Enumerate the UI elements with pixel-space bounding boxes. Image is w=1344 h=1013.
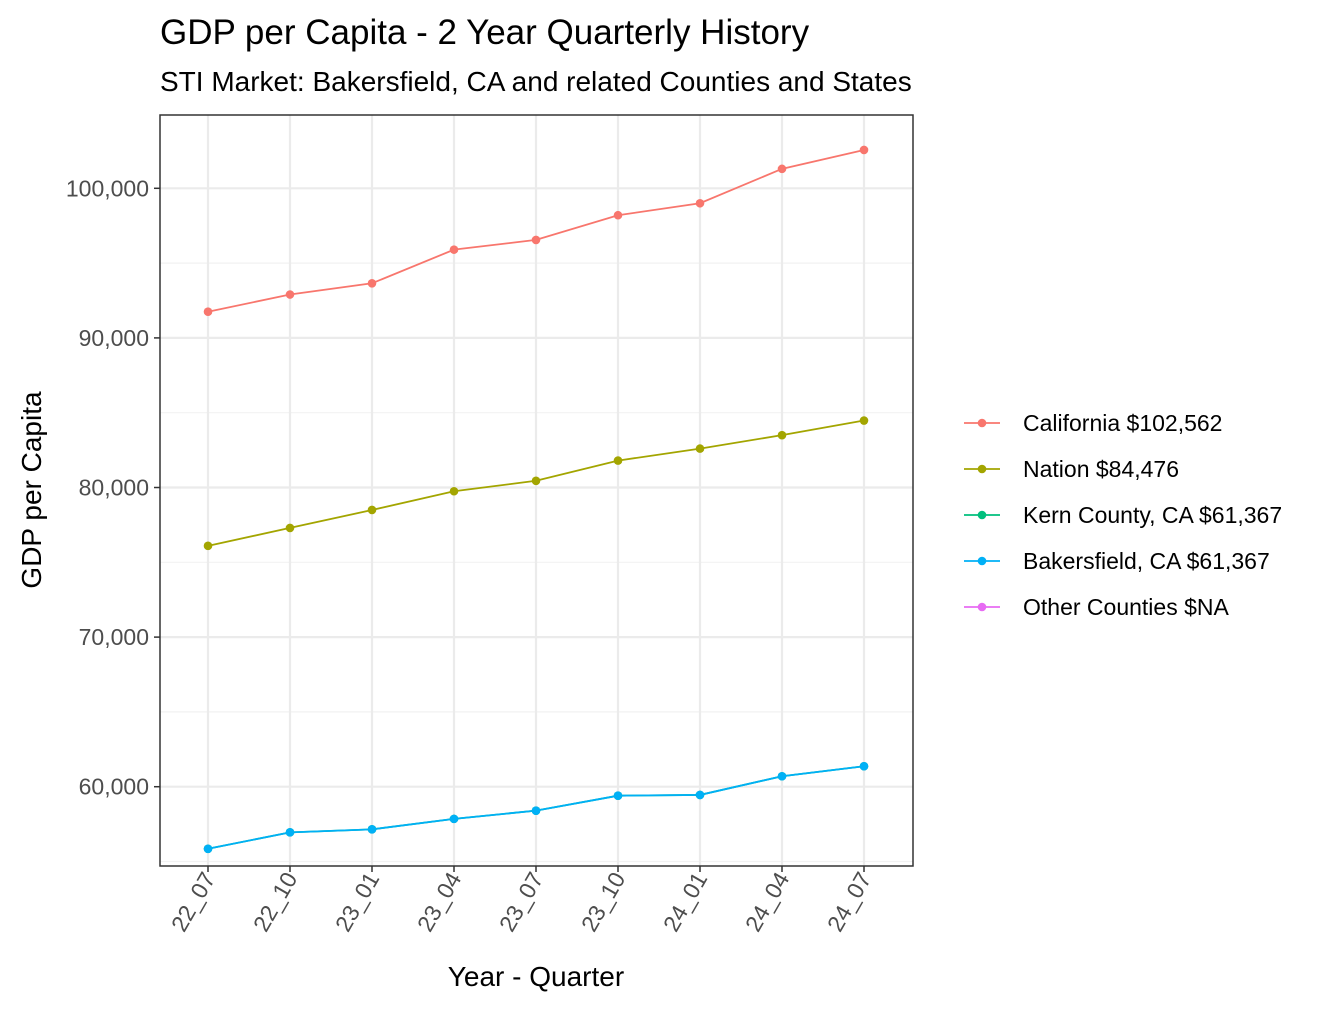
- x-axis-title: Year - Quarter: [448, 961, 624, 992]
- y-tick-label: 80,000: [79, 475, 149, 501]
- x-tick-label: 23_04: [412, 867, 467, 936]
- y-tick-label: 60,000: [79, 774, 149, 800]
- data-point: [859, 416, 869, 425]
- x-tick-label: 22_07: [166, 868, 221, 936]
- data-point: [777, 164, 787, 174]
- x-tick-label: 23_10: [576, 868, 631, 936]
- data-point: [285, 828, 295, 837]
- data-point: [449, 486, 459, 496]
- series-points: [203, 145, 869, 854]
- data-point: [777, 771, 787, 781]
- data-point: [367, 825, 377, 834]
- data-point: [695, 790, 705, 800]
- x-tick-label: 24_01: [658, 868, 713, 936]
- data-point: [859, 145, 869, 155]
- data-point: [531, 476, 541, 486]
- y-tick-label: 90,000: [79, 325, 149, 351]
- data-point: [695, 444, 705, 453]
- x-tick-label: 24_04: [740, 867, 795, 936]
- legend-label: Nation $84,476: [1023, 456, 1179, 482]
- y-tick-label: 100,000: [66, 175, 149, 201]
- legend-key-point: [977, 418, 987, 428]
- legend-key-point: [977, 602, 987, 612]
- x-tick-label: 24_07: [822, 868, 877, 936]
- x-tick-label: 22_10: [248, 868, 303, 936]
- data-point: [531, 806, 541, 815]
- legend-label: Bakersfield, CA $61,367: [1023, 548, 1270, 574]
- data-point: [203, 307, 213, 317]
- x-tick-label: 23_07: [494, 868, 549, 936]
- data-point: [613, 210, 623, 220]
- data-point: [531, 235, 541, 245]
- data-point: [285, 290, 295, 299]
- legend-label: California $102,562: [1023, 410, 1222, 436]
- legend-label: Kern County, CA $61,367: [1023, 502, 1282, 528]
- legend-key-point: [977, 464, 987, 474]
- data-point: [285, 523, 295, 533]
- y-tick-label: 70,000: [79, 624, 149, 650]
- data-point: [777, 430, 787, 440]
- legend: California $102,562 Nation $84,476 Kern Co…: [964, 410, 1282, 620]
- data-point: [449, 814, 459, 824]
- chart-title: GDP per Capita - 2 Year Quarterly Histor…: [160, 13, 810, 52]
- legend-label: Other Counties $NA: [1023, 594, 1229, 620]
- data-point: [695, 198, 705, 208]
- data-point: [613, 456, 623, 465]
- chart-subtitle: STI Market: Bakersfield, CA and related …: [160, 66, 912, 97]
- legend-key-point: [977, 556, 987, 566]
- axes: 60,000 70,000 80,000 90,000 100,000 22_07 22_1…: [66, 175, 876, 936]
- data-point: [449, 245, 459, 254]
- data-point: [367, 505, 377, 515]
- data-point: [367, 279, 377, 288]
- data-point: [859, 761, 869, 771]
- grid-lines: [160, 115, 913, 866]
- data-point: [203, 541, 213, 551]
- x-tick-label: 23_01: [330, 868, 385, 936]
- data-point: [613, 791, 623, 800]
- data-point: [203, 844, 213, 854]
- legend-key-point: [977, 510, 987, 520]
- y-axis-title: GDP per Capita: [16, 391, 47, 589]
